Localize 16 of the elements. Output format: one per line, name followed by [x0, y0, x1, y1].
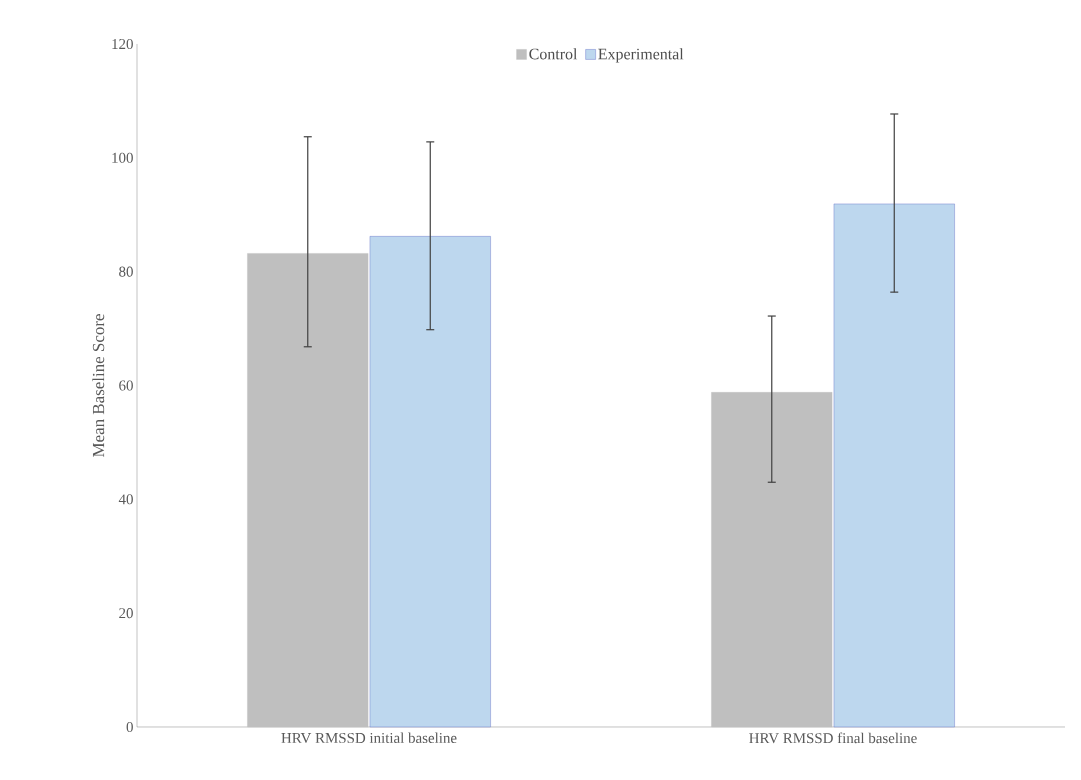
- x-tick-label: HRV RMSSD initial baseline: [281, 732, 457, 744]
- bar: [711, 392, 833, 728]
- bar: [833, 203, 955, 728]
- y-tick-label: 80: [119, 266, 133, 277]
- legend-label: Experimental: [598, 48, 684, 63]
- y-tick-label: 40: [118, 494, 133, 505]
- bar: [247, 253, 369, 728]
- y-tick-label: 0: [126, 721, 133, 733]
- y-tick-label: 60: [119, 380, 133, 391]
- x-tick-label: HRV RMSSD final baseline: [749, 732, 917, 744]
- legend-label: Control: [529, 48, 578, 60]
- y-tick-label: 120: [112, 38, 133, 50]
- bar: [369, 236, 491, 728]
- y-tick-label: 20: [119, 608, 133, 619]
- y-axis-title: Mean Baseline Score: [92, 314, 105, 457]
- y-tick-label: 100: [112, 152, 133, 163]
